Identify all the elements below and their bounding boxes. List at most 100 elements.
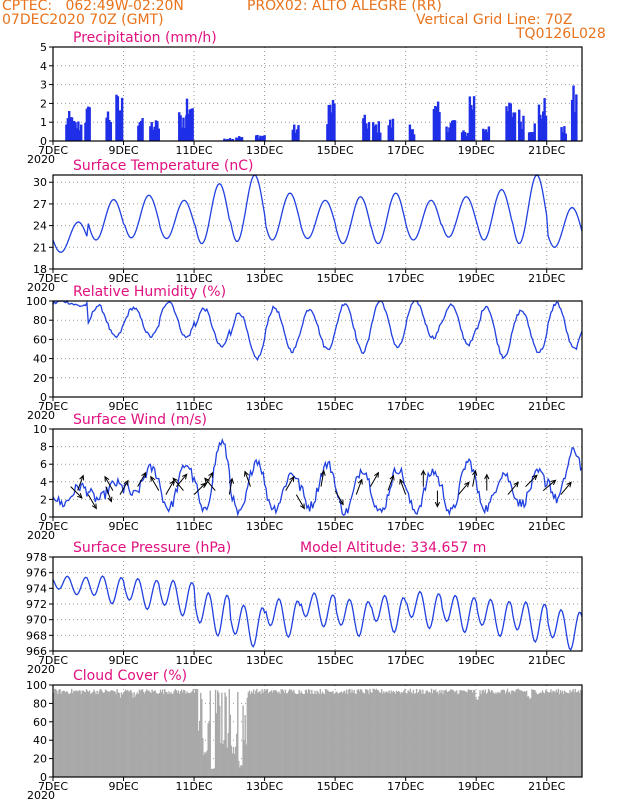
wind-vector [119,480,129,495]
cloud-bar [508,691,511,777]
precip-bar [466,132,469,141]
cloud-bar [195,688,198,777]
precip-bar [72,120,76,141]
cloud-bar [124,689,127,777]
cloud-bar [174,688,177,777]
x-tick-label: 15DEC [317,144,354,157]
cloud-bar [370,692,372,777]
cloud-bar [205,753,207,777]
cloud-bar [500,690,502,777]
cloud-bar [81,690,83,777]
panel-title: Cloud Cover (%) [73,668,187,684]
precip-bar [561,132,565,141]
cloud-bar [389,693,391,777]
precip-bar [228,138,232,141]
cloud-bar [145,691,147,777]
cloud-bar [177,690,180,777]
x-tick-label: 15DEC [317,400,354,413]
cloud-bar [135,694,137,777]
cloud-bar [570,692,572,777]
precip-bar [376,132,379,141]
cloud-bar [103,692,106,777]
cloud-bar [334,693,336,777]
cloud-bar [268,691,271,777]
wind-vector [387,475,394,491]
precip-bar [451,120,454,141]
x-tick-label: 19DEC [458,780,495,793]
cloud-bar [474,690,476,777]
cloud-bar [485,693,488,777]
cloud-bar [468,689,471,777]
cloud-bar [542,692,545,777]
cloud-bar [175,690,178,777]
precip-bar [141,118,144,141]
y-tick-label: 4 [40,60,47,73]
cloud-bar [445,689,447,777]
wind-vector [369,472,379,487]
cloud-bar [246,697,248,777]
precip-bar [183,127,187,141]
cloud-bar [516,689,518,777]
precip-bar [227,139,230,141]
precip-bar [179,115,182,141]
wind-vector-head [550,479,557,486]
y-tick-label: 966 [26,645,47,658]
cloud-bar [106,691,109,777]
cloud-bar [247,692,250,777]
cloud-bar [147,690,149,777]
cloud-bar [73,690,75,777]
precip-bar [482,128,485,141]
cloud-bar [420,690,422,777]
cloud-bar [549,692,551,777]
cloud-bar [535,692,537,777]
panel-3 [49,428,583,521]
cloud-bar [59,689,61,777]
cloud-bar [572,688,574,777]
pressure-series-line [52,575,583,651]
cloud-bar [560,692,563,777]
wind-vector [472,470,476,487]
cloud-bar [543,693,546,777]
cloud-bar [138,689,141,777]
cloud-bar [148,690,150,777]
cloud-bar [400,693,402,777]
cloud-bar [123,691,126,777]
cloud-bar [141,689,144,777]
cloud-bar [260,693,262,777]
precip-bar [465,136,468,141]
precip-bar [483,130,486,141]
cloud-bar [434,689,437,777]
cloud-bar [222,744,224,777]
cloud-bar [172,693,174,777]
x-tick-label: 11DEC [176,144,213,157]
cloud-bar [272,692,274,777]
cloud-bar [63,690,65,777]
cloud-bar [479,690,481,777]
cloud-bar [369,688,371,777]
precip-bar [573,111,577,141]
cloud-bar [529,698,531,777]
cloud-bar [267,693,270,777]
precip-bar [235,137,238,141]
cloud-bar [501,689,503,777]
wind-vector [105,486,112,502]
cloud-bar [263,690,265,777]
cloud-bar [146,689,148,777]
cloud-bar [450,689,453,777]
cloud-bar [185,693,187,777]
cloud-bar [339,692,342,777]
precip-bar [77,121,80,141]
wind-vector-head [399,478,405,485]
cloud-bar [366,689,368,777]
y-tick-label: 20 [33,753,47,766]
y-tick-label: 20 [33,372,47,385]
precip-bar [139,120,143,141]
cloud-bar [86,690,89,777]
precip-bar [543,98,546,141]
cloud-bar [313,694,315,777]
cloud-bar [305,689,308,777]
cloud-bar [282,690,284,777]
cloud-bar [494,694,496,777]
cloud-bar [544,690,547,777]
cloud-bar [553,691,555,777]
